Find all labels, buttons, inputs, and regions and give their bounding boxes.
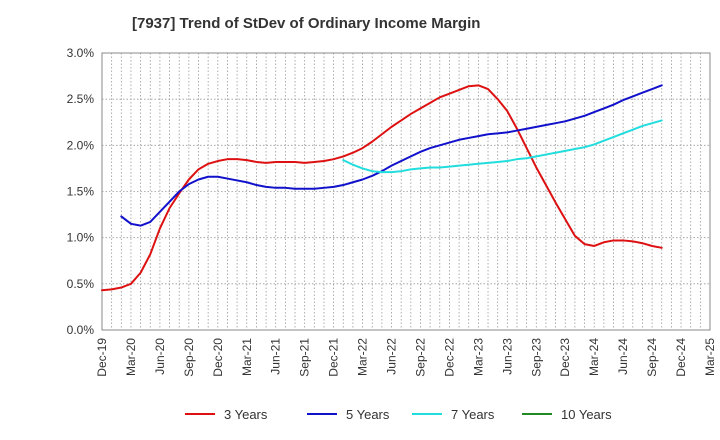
x-tick-label: Mar-24 — [587, 338, 601, 376]
y-tick-label: 0.5% — [67, 277, 95, 291]
y-tick-label: 3.0% — [67, 46, 95, 60]
grid — [102, 52, 710, 330]
series-line-5-years — [120, 84, 663, 227]
legend-label: 7 Years — [451, 407, 495, 422]
legend-label: 3 Years — [224, 407, 268, 422]
x-tick-label: Dec-22 — [442, 338, 456, 377]
series-lines — [101, 84, 663, 292]
x-tick-label: Sep-23 — [529, 338, 543, 377]
x-tick-label: Dec-20 — [211, 338, 225, 377]
y-tick-label: 1.5% — [67, 185, 95, 199]
x-tick-label: Jun-22 — [385, 338, 399, 375]
chart-title: [7937] Trend of StDev of Ordinary Income… — [132, 15, 480, 32]
x-tick-label: Jun-20 — [153, 338, 167, 375]
y-tick-label: 2.5% — [67, 92, 95, 106]
x-tick-label: Mar-21 — [240, 338, 254, 376]
x-tick-label: Dec-24 — [674, 338, 688, 377]
y-tick-label: 0.0% — [67, 323, 95, 337]
x-tick-label: Mar-20 — [124, 338, 138, 376]
x-tick-label: Mar-23 — [471, 338, 485, 376]
axes — [101, 52, 711, 331]
x-tick-label: Jun-21 — [269, 338, 283, 375]
legend-label: 5 Years — [346, 407, 390, 422]
x-tick-label: Mar-22 — [356, 338, 370, 376]
series-line-3-years — [101, 84, 663, 292]
plot-frame — [101, 52, 711, 331]
legend: 3 Years 5 Years 7 Years 10 Years — [185, 407, 612, 422]
x-axis-ticks: Dec-19 Mar-20 Jun-20 Sep-20 Dec-20 Mar-21 Jun-… — [95, 338, 717, 377]
y-tick-label: 1.0% — [67, 231, 95, 245]
x-tick-label: Mar-25 — [703, 338, 717, 376]
x-tick-label: Dec-23 — [558, 338, 572, 377]
x-tick-label: Sep-24 — [645, 338, 659, 377]
x-tick-label: Dec-21 — [327, 338, 341, 377]
legend-label: 10 Years — [561, 407, 612, 422]
y-axis-ticks: 0.0% 0.5% 1.0% 1.5% 2.0% 2.5% 3.0% — [67, 46, 95, 337]
x-tick-label: Jun-24 — [616, 338, 630, 375]
x-tick-label: Dec-19 — [95, 338, 109, 377]
x-tick-label: Jun-23 — [500, 338, 514, 375]
y-tick-label: 2.0% — [67, 138, 95, 152]
x-tick-label: Sep-22 — [413, 338, 427, 377]
series-line-7-years — [342, 119, 663, 174]
x-tick-label: Sep-21 — [298, 338, 312, 377]
x-tick-label: Sep-20 — [182, 338, 196, 377]
